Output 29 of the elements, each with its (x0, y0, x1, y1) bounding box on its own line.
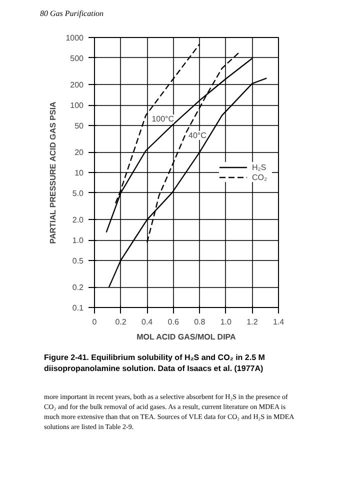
y-tick-label: 500 (70, 54, 84, 63)
x-tick-label: 0.4 (142, 318, 154, 326)
y-tick-label: 10 (74, 168, 84, 178)
x-tick-label: 1.2 (246, 318, 258, 326)
x-tick-label: 0.2 (115, 318, 127, 326)
y-axis-title: PARTIAL PRESSURE ACID GAS PSIA (48, 101, 58, 244)
y-tick-label: 5.0 (72, 188, 84, 198)
x-tick-label: 0 (92, 318, 98, 326)
y-tick-label: 2.0 (72, 216, 84, 225)
y-tick-label: 1.0 (72, 236, 84, 245)
y-tick-label: 0.1 (72, 304, 84, 312)
legend-label: H₂S (252, 162, 268, 172)
legend-label: CO₂ (252, 172, 268, 182)
y-tick-label: 0.2 (72, 283, 84, 292)
y-tick-label: 1000 (66, 34, 84, 42)
annotation: 40°C (188, 130, 207, 140)
y-tick-label: 20 (74, 148, 84, 158)
text: Figure 2-41. Equilibrium solubility of H₂S and CO₂ in 2.5 M diisopropanolamine solution. Data of Isaacs et al. (1977A) (44, 352, 266, 375)
x-tick-label: 0.8 (194, 318, 206, 326)
text: 80 Gas Purification (40, 8, 104, 20)
x-axis-title: MOL ACID GAS/MOL DIPA (136, 332, 236, 342)
annotation: 100°C (152, 114, 174, 124)
x-tick-label: 0.6 (168, 318, 180, 326)
x-tick-label: 1.4 (272, 318, 285, 326)
y-tick-label: 100 (70, 101, 84, 110)
y-tick-label: 50 (74, 121, 84, 130)
y-tick-label: 200 (70, 80, 84, 90)
y-tick-label: 0.5 (72, 256, 84, 266)
x-tick-label: 1.0 (220, 318, 232, 326)
